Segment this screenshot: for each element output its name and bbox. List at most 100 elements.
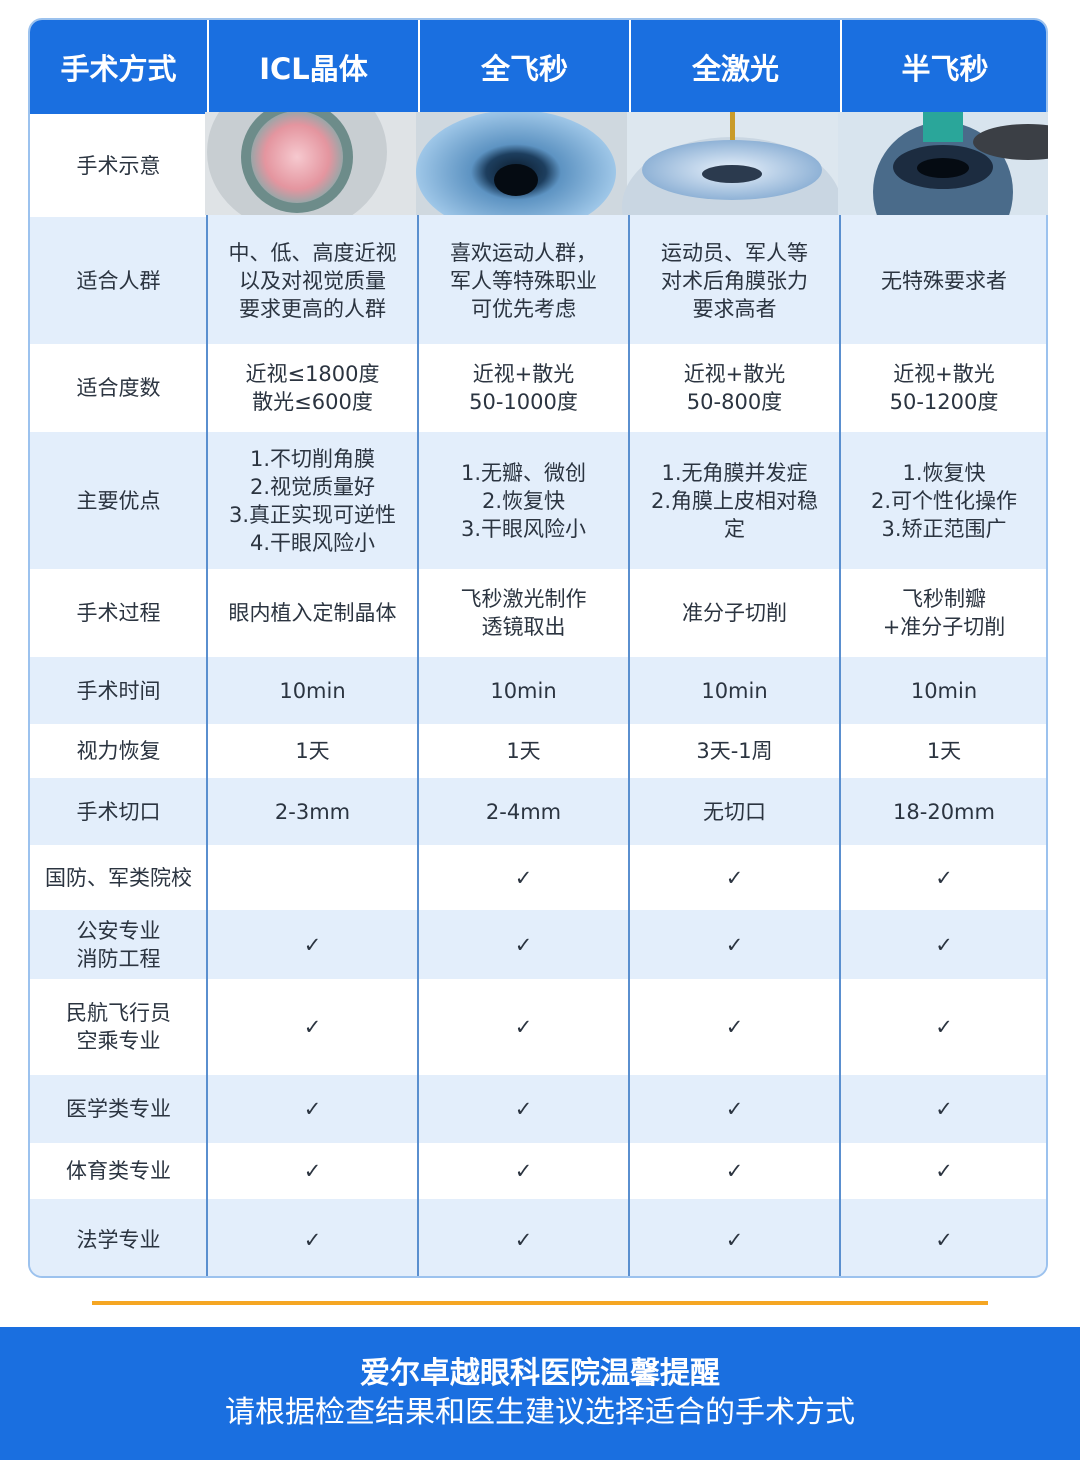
cell-line: ✓	[725, 1159, 744, 1183]
table-cell: 近视≤1800度 散光≤600度	[207, 344, 418, 432]
cell-line: ✓	[725, 932, 744, 957]
cell-line: ✓	[514, 932, 533, 957]
table-cell: 1.无角膜并发症 2.角膜上皮相对稳定	[629, 432, 840, 569]
table-cell: ✓	[207, 1075, 418, 1143]
cell-line: ✓	[514, 865, 533, 890]
table-cell: ✓	[418, 845, 629, 910]
table-cell	[207, 845, 418, 910]
cell-line: 3天-1周	[696, 739, 773, 763]
cell-line: 手术时间	[76, 678, 161, 703]
table-cell: 1.无瓣、微创 2.恢复快 3.干眼风险小	[418, 432, 629, 569]
row-label: 手术过程	[30, 569, 207, 657]
cell-line: 2-4mm	[485, 799, 562, 824]
cell-line: 国防、军类院校	[45, 865, 192, 890]
table-cell: 无切口	[629, 778, 840, 845]
cell-line: 体育类专业	[66, 1159, 171, 1183]
cell-line: 2.可个性化操作	[870, 488, 1018, 513]
table-cell: 2-4mm	[418, 778, 629, 845]
cell-line: ✓	[514, 1015, 533, 1039]
table-cell: 2-3mm	[207, 778, 418, 845]
cell-line: 3.真正实现可逆性	[228, 502, 397, 527]
cell-line: ✓	[514, 1097, 533, 1121]
table-cell: 3天-1周	[629, 724, 840, 778]
cell-line: 近视+散光	[683, 362, 786, 386]
cell-line: 主要优点	[76, 488, 161, 513]
row-label: 手术示意	[30, 114, 207, 217]
column-line	[417, 114, 419, 1276]
cell-line: 无切口	[703, 799, 766, 824]
cell-line: 运动员、军人等	[661, 240, 808, 265]
cell-line: 可优先考虑	[471, 296, 576, 321]
table-cell: ✓	[629, 979, 840, 1075]
cell-line: 近视+散光	[472, 362, 575, 386]
footer-subtitle: 请根据检查结果和医生建议选择适合的手术方式	[225, 1395, 855, 1430]
table-cell: ✓	[840, 1143, 1046, 1199]
cell-line: 喜欢运动人群，	[450, 240, 597, 265]
row-label: 手术时间	[30, 657, 207, 724]
cell-line: 飞秒激光制作	[460, 587, 587, 611]
cell-line: 眼内植入定制晶体	[228, 601, 397, 625]
table-cell: ✓	[629, 1143, 840, 1199]
cell-line: 民航飞行员	[66, 1001, 171, 1025]
table-cell: 近视+散光 50-800度	[629, 344, 840, 432]
cell-line: ✓	[303, 1097, 322, 1121]
cell-line: 手术切口	[76, 799, 161, 824]
table-cell: ✓	[840, 1199, 1046, 1276]
row-label: 法学专业	[30, 1199, 207, 1276]
header-cell: 手术方式	[60, 52, 177, 86]
cell-line: ✓	[935, 1228, 953, 1252]
eye-prk	[622, 112, 842, 215]
table-cell: 中、低、高度近视 以及对视觉质量 要求更高的人群	[207, 217, 418, 344]
cell-line: 10min	[701, 678, 768, 703]
table-cell: 1天	[840, 724, 1046, 778]
table-cell: ✓	[629, 910, 840, 979]
cell-line: 以及对视觉质量	[239, 268, 386, 293]
eye-icl	[205, 112, 416, 215]
header-bg	[30, 20, 1046, 114]
cell-line: 无特殊要求者	[881, 268, 1007, 293]
table: 手术方式 ICL晶体 全飞秒 全激光 半飞秒 手术示意 适合人群 中、低、高度近视 以及对视觉质…	[28, 18, 1048, 1278]
column-line	[206, 114, 208, 1276]
table-cell: 无特殊要求者	[840, 217, 1046, 344]
cell-line: 50-800度	[686, 390, 783, 414]
cell-line: 飞秒制瓣	[902, 587, 986, 611]
cell-line: 2.角膜上皮相对稳	[650, 488, 819, 513]
table-cell: 喜欢运动人群， 军人等特殊职业 可优先考虑	[418, 217, 629, 344]
cell-line: 中、低、高度近视	[228, 240, 397, 265]
row-label: 公安专业 消防工程	[30, 910, 207, 979]
cell-line: 散光≤600度	[252, 390, 373, 414]
cell-line: 1.无瓣、微创	[460, 460, 587, 485]
cell-line: 公安专业	[76, 918, 161, 943]
cell-line: ✓	[514, 1159, 533, 1183]
header-cell: ICL晶体	[207, 20, 418, 114]
row-label: 视力恢复	[30, 724, 207, 778]
cell-line: ✓	[725, 1097, 744, 1121]
cell-line: ✓	[725, 1228, 744, 1252]
cell-line: 4.干眼风险小	[249, 530, 376, 555]
column-line	[839, 114, 841, 1276]
cell-line: 2.恢复快	[481, 488, 566, 513]
cell-line: 3.干眼风险小	[460, 516, 587, 541]
table-cell: ✓	[840, 845, 1046, 910]
cell-line: 1天	[295, 739, 330, 763]
row-label: 适合人群	[30, 217, 207, 344]
table-cell: 1.不切削角膜 2.视觉质量好 3.真正实现可逆性 4.干眼风险小	[207, 432, 418, 569]
table-cell: ✓	[840, 910, 1046, 979]
cell-line: ✓	[303, 1228, 322, 1252]
cell-line: ✓	[935, 1159, 953, 1183]
header-cell: 全飞秒	[418, 20, 629, 114]
footer: 爱尔卓越眼科医院温馨提醒 请根据检查结果和医生建议选择适合的手术方式	[0, 1327, 1080, 1460]
cell-line: ✓	[935, 865, 953, 890]
table-cell: ✓	[207, 1143, 418, 1199]
cell-line: 适合人群	[76, 268, 161, 293]
table-cell: 10min	[207, 657, 418, 724]
table-cell: 近视+散光 50-1000度	[418, 344, 629, 432]
table-cell: 1天	[207, 724, 418, 778]
cell-line: 视力恢复	[76, 739, 161, 763]
table-cell: ✓	[207, 1199, 418, 1276]
cell-line: ✓	[514, 1228, 533, 1252]
cell-line: 3.矫正范围广	[881, 516, 1007, 541]
eye-lasik	[838, 112, 1048, 215]
table-cell: 近视+散光 50-1200度	[840, 344, 1046, 432]
eye-smile	[416, 112, 627, 215]
